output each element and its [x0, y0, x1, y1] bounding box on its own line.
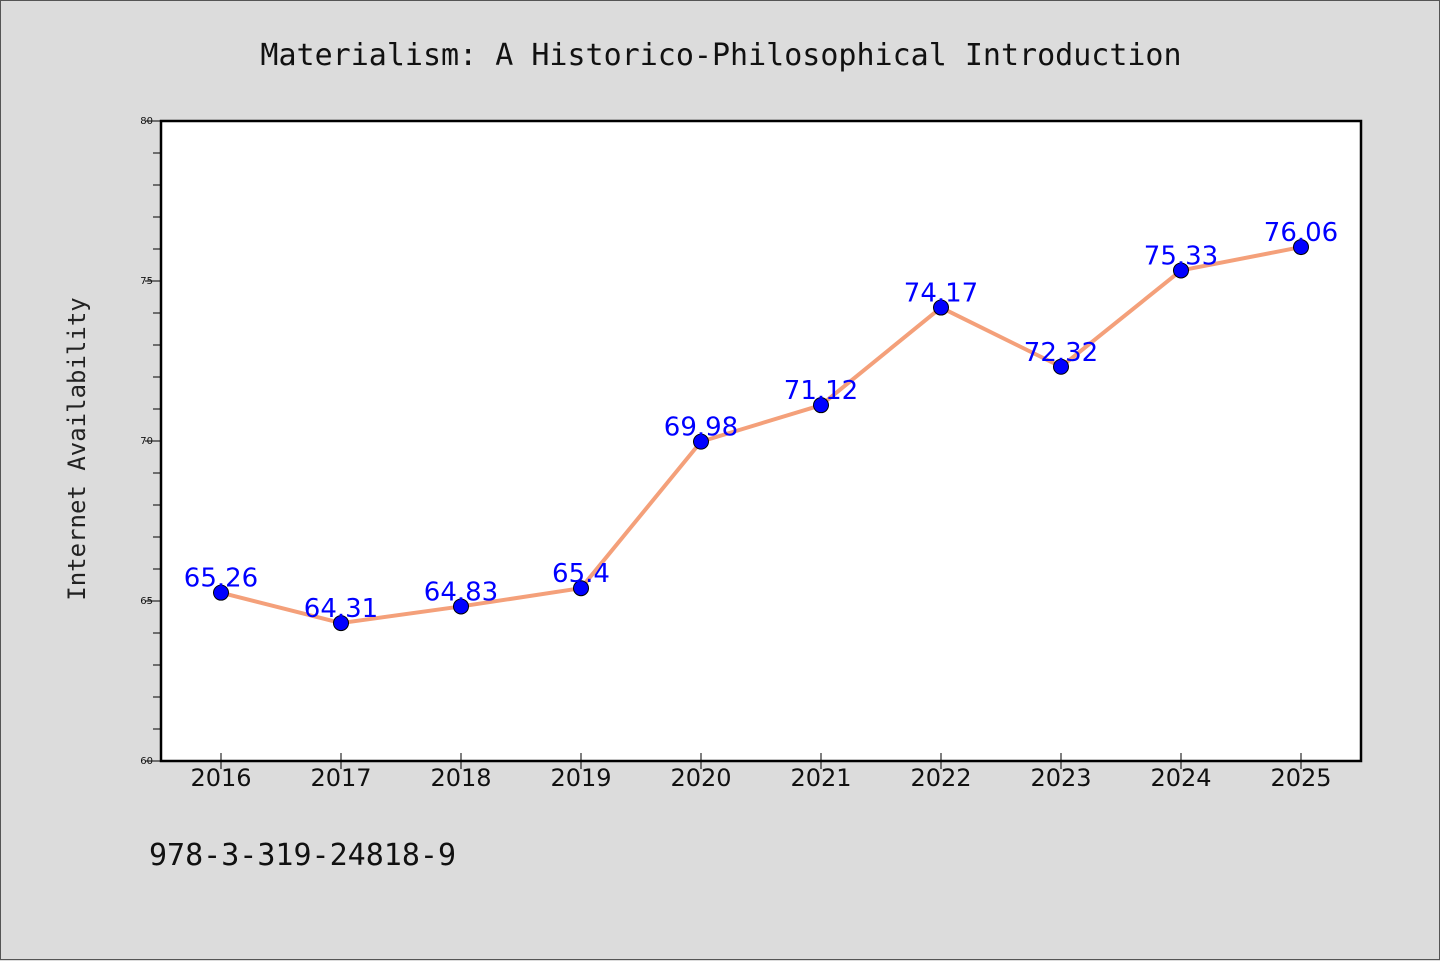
plot-area [161, 121, 1361, 761]
data-point-label: 75.33 [1144, 241, 1218, 271]
y-major-ticks: 60 65 70 75 80 [140, 116, 161, 767]
series-line [220, 245, 1302, 626]
data-point-marker [573, 580, 589, 597]
x-tick-label: 2021 [790, 764, 851, 792]
data-point-marker [813, 397, 829, 414]
data-point-marker [693, 433, 709, 450]
x-tick-label: 2019 [550, 764, 611, 792]
data-point-marker [933, 299, 949, 316]
data-point-label: 64.83 [424, 577, 498, 607]
data-point-label: 74.17 [904, 279, 978, 309]
y-tick-label: 60 [140, 756, 153, 767]
x-axis-ticks: 2016 2017 2018 2019 2020 2021 2022 2023 2024 2025 [190, 753, 1332, 792]
y-tick-label: 75 [140, 276, 153, 287]
chart-title: Materialism: A Historico-Philosophical I… [260, 38, 1181, 73]
x-tick-label: 2020 [670, 764, 731, 792]
data-point-label: 69.98 [664, 413, 738, 443]
data-point-label: 65.26 [184, 564, 258, 594]
data-point-label: 65.4 [552, 559, 610, 589]
series-markers [213, 239, 1309, 632]
data-point-marker [453, 598, 469, 615]
data-point-label: 76.06 [1264, 218, 1338, 248]
chart-footer-text: 978-3-319-24818-9 [149, 838, 456, 873]
y-tick-label: 80 [140, 116, 153, 127]
x-tick-label: 2022 [910, 764, 971, 792]
data-labels: 65.26 64.31 64.83 65.4 69.98 71.12 74.17 72.32 7… [184, 218, 1338, 624]
data-point-marker [333, 615, 349, 632]
y-tick-label: 65 [140, 596, 153, 607]
data-point-label: 72.32 [1024, 338, 1098, 368]
y-axis-label: Internet Availability [63, 297, 91, 600]
data-point-marker [213, 584, 229, 601]
data-point-label: 71.12 [784, 376, 858, 406]
plot-border [159, 119, 1363, 763]
data-point-marker [1053, 358, 1069, 375]
y-tick-label: 70 [140, 436, 153, 447]
x-tick-label: 2017 [310, 764, 371, 792]
x-tick-label: 2024 [1150, 764, 1211, 792]
x-tick-label: 2025 [1270, 764, 1331, 792]
data-point-label: 64.31 [304, 594, 378, 624]
data-point-marker [1293, 239, 1309, 256]
x-tick-label: 2023 [1030, 764, 1091, 792]
x-tick-label: 2016 [190, 764, 251, 792]
x-tick-label: 2018 [430, 764, 491, 792]
data-point-marker [1173, 262, 1189, 279]
